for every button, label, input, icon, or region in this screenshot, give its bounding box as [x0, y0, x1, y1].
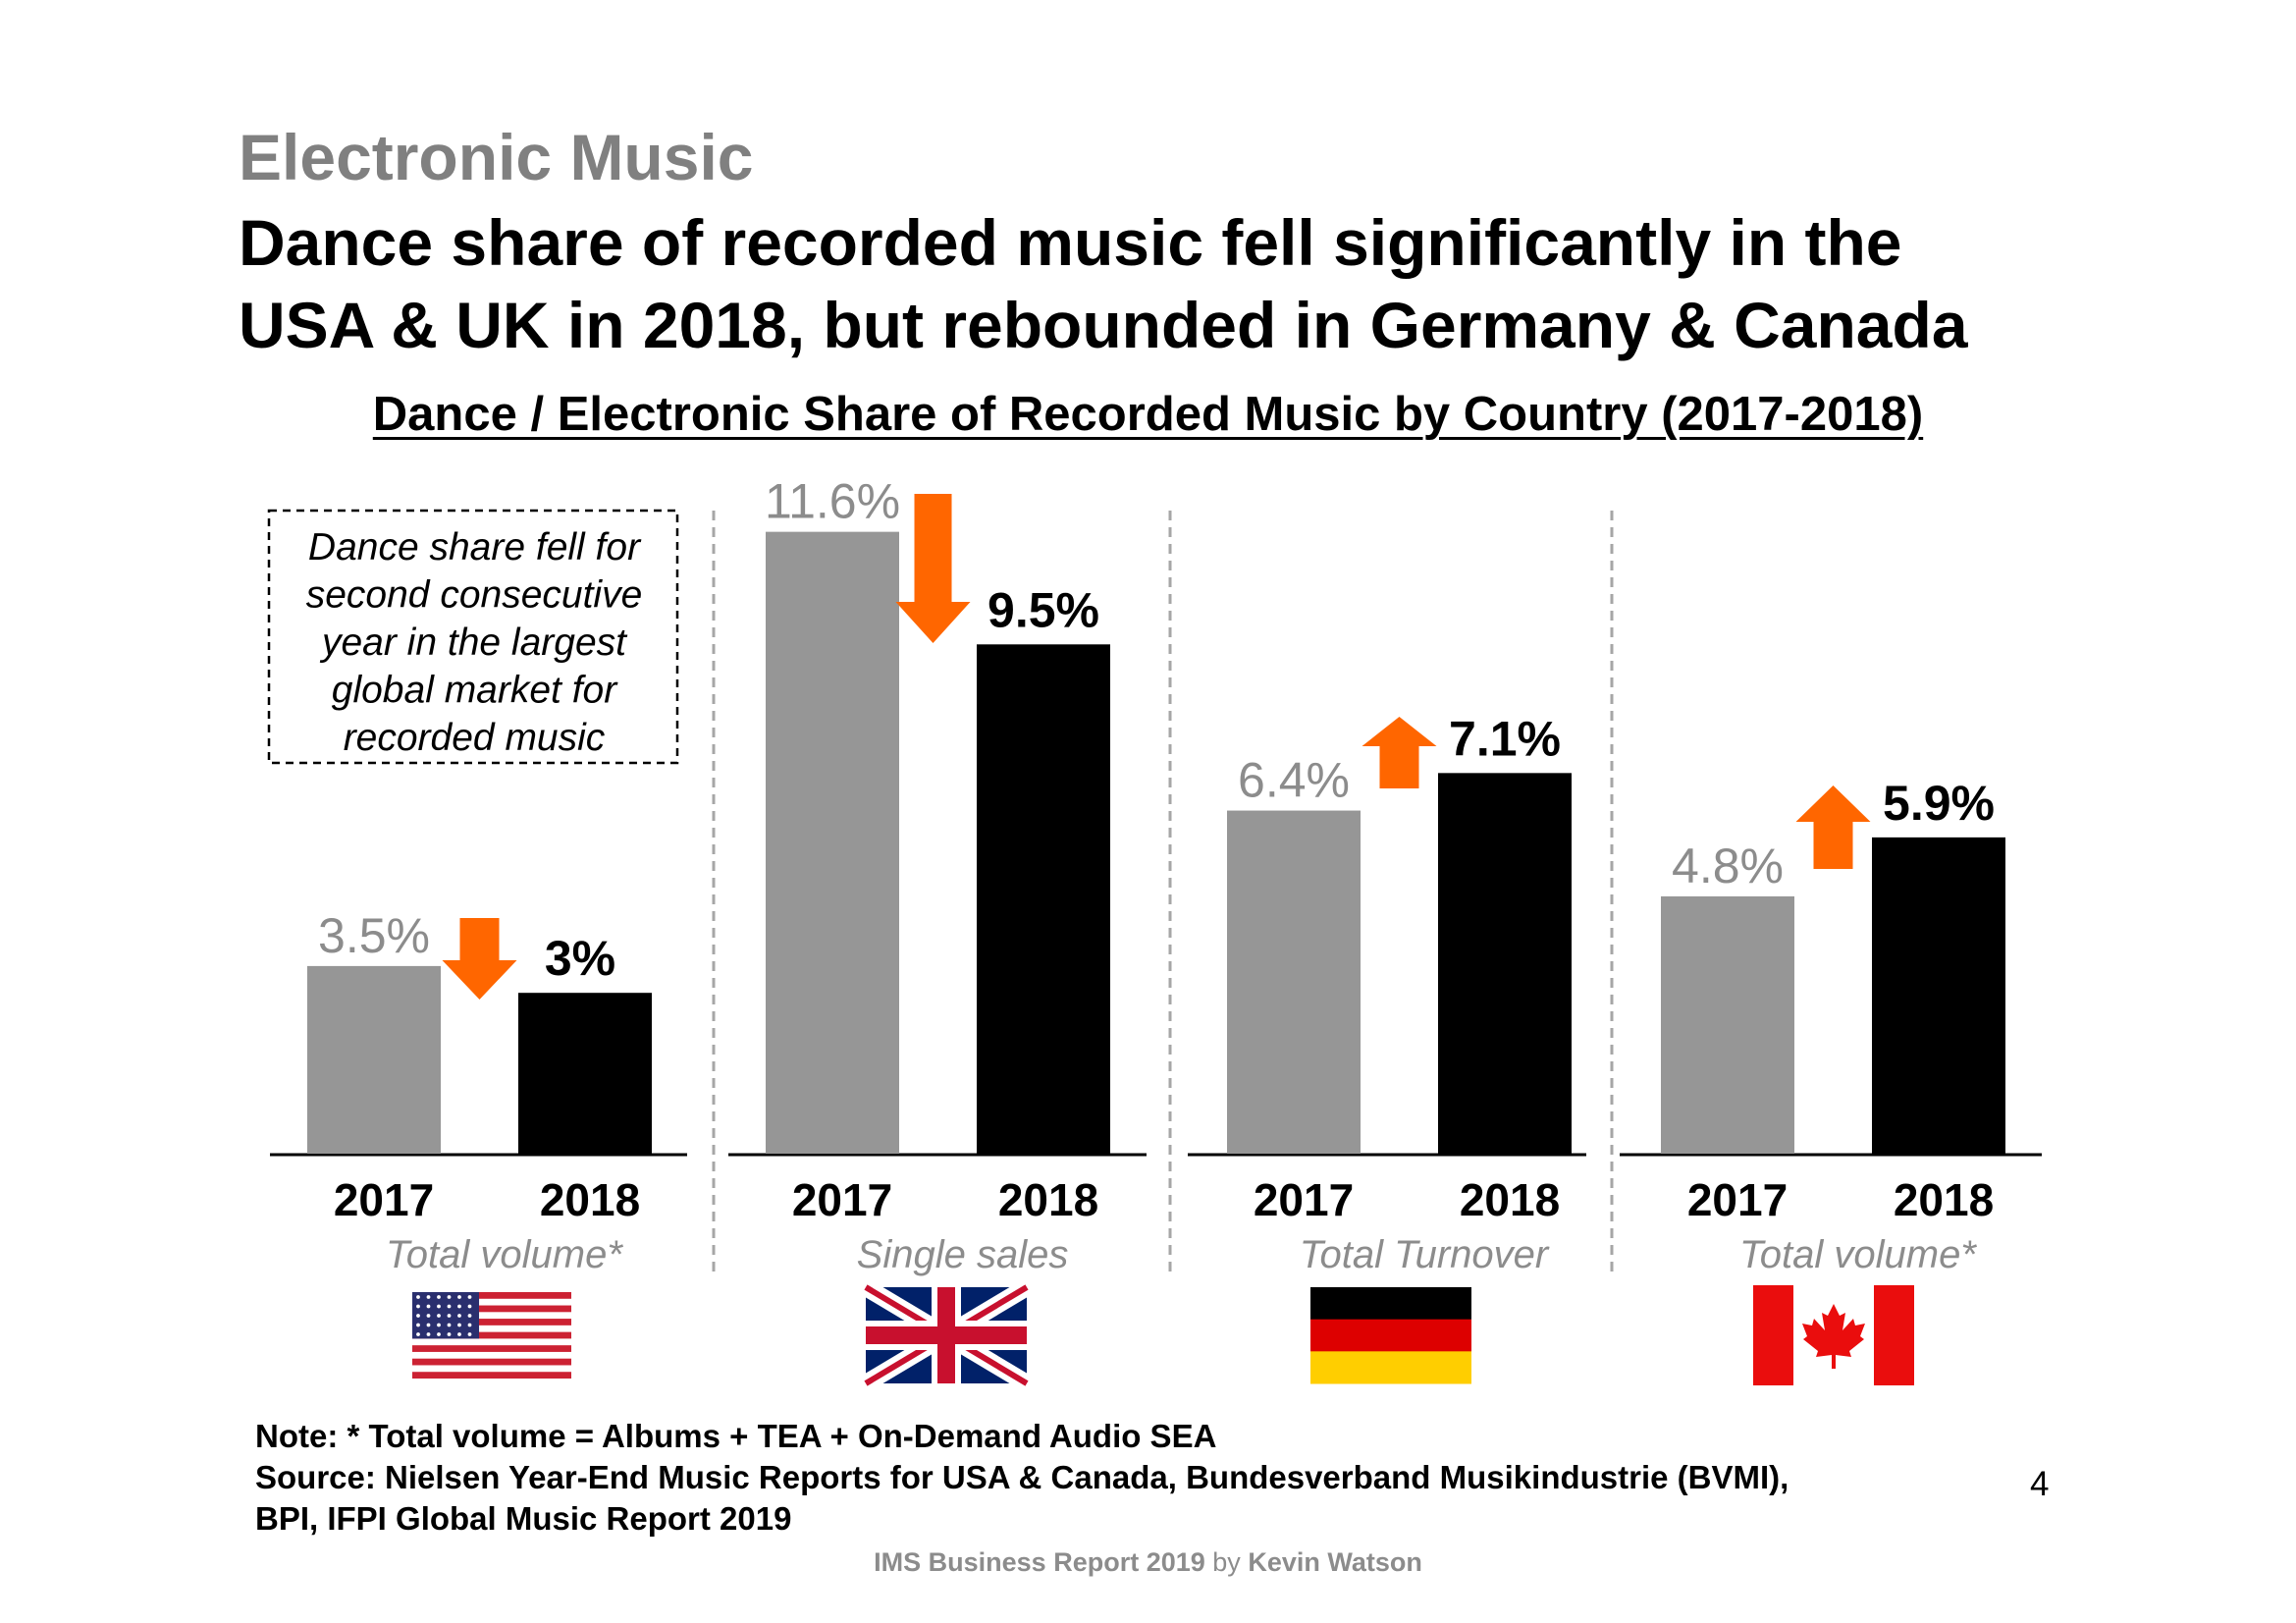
bar-2018-usa: [518, 993, 652, 1154]
bar-2018-uk: [977, 644, 1110, 1154]
year-label-2017-canada: 2017: [1687, 1174, 1788, 1225]
year-label-2018-uk: 2018: [998, 1174, 1098, 1225]
bar-2017-germany: [1227, 810, 1361, 1154]
value-label-2017-uk: 11.6%: [765, 474, 900, 529]
year-label-2017-germany: 2017: [1254, 1174, 1354, 1225]
value-label-2017-germany: 6.4%: [1238, 753, 1350, 808]
footer: IMS Business Report 2019 by Kevin Watson: [0, 1547, 2296, 1578]
up-arrow-icon-germany: [1362, 717, 1437, 788]
year-label-2017-usa: 2017: [334, 1174, 434, 1225]
value-label-2018-canada: 5.9%: [1883, 776, 1995, 831]
note-text: Note: * Total volume = Albums + TEA + On…: [255, 1418, 1217, 1454]
bar-2018-canada: [1872, 837, 2005, 1154]
measure-caption-canada: Total volume*: [1739, 1233, 1977, 1276]
bar-2017-usa: [307, 965, 441, 1154]
uk-flag-icon: [861, 1279, 1032, 1391]
callout-line-5: recorded music: [344, 717, 606, 759]
callout-line-1: Dance share fell for: [308, 526, 642, 568]
chart-title: Dance / Electronic Share of Recorded Mus…: [0, 387, 2296, 442]
footer-by: by: [1212, 1547, 1241, 1577]
measure-caption-germany: Total Turnover: [1300, 1233, 1550, 1276]
measure-caption-usa: Total volume*: [386, 1233, 623, 1276]
value-label-2018-germany: 7.1%: [1449, 711, 1561, 766]
year-label-2018-germany: 2018: [1460, 1174, 1560, 1225]
year-label-2018-canada: 2018: [1894, 1174, 1994, 1225]
value-label-2017-canada: 4.8%: [1672, 839, 1784, 893]
down-arrow-icon-uk: [895, 494, 971, 643]
section-title: Electronic Music: [239, 121, 754, 193]
value-label-2018-usa: 3%: [545, 931, 615, 986]
callout-line-2: second consecutive: [306, 574, 643, 617]
canada-flag-icon: [1753, 1285, 1914, 1385]
notes-block: Note: * Total volume = Albums + TEA + On…: [255, 1416, 1789, 1540]
usa-flag-icon: [412, 1292, 571, 1379]
up-arrow-icon-canada: [1795, 785, 1871, 869]
year-label-2017-uk: 2017: [792, 1174, 892, 1225]
value-label-2018-uk: 9.5%: [988, 582, 1099, 637]
chart-title-text: Dance / Electronic Share of Recorded Mus…: [372, 388, 1924, 441]
year-label-2018-usa: 2018: [540, 1174, 640, 1225]
bar-2018-germany: [1438, 773, 1572, 1154]
footer-report: IMS Business Report 2019: [874, 1547, 1205, 1577]
headline-line-2: USA & UK in 2018, but rebounded in Germa…: [239, 289, 1968, 361]
measure-caption-uk: Single sales: [857, 1233, 1069, 1276]
slide-headline: Dance share of recorded music fell signi…: [239, 201, 2182, 366]
value-label-2017-usa: 3.5%: [318, 908, 430, 963]
bar-2017-canada: [1661, 895, 1794, 1154]
down-arrow-icon-usa: [442, 918, 517, 1000]
germany-flag-icon: [1310, 1287, 1471, 1384]
source-text-line-1: Source: Nielsen Year-End Music Reports f…: [255, 1459, 1789, 1495]
page-number: 4: [2030, 1465, 2050, 1503]
callout-line-3: year in the largest: [319, 622, 628, 664]
source-text-line-2: BPI, IFPI Global Music Report 2019: [255, 1500, 792, 1537]
headline-line-1: Dance share of recorded music fell signi…: [239, 206, 1902, 279]
bar-2017-uk: [766, 531, 899, 1154]
callout-line-4: global market for: [332, 670, 618, 712]
footer-author: Kevin Watson: [1248, 1547, 1422, 1577]
